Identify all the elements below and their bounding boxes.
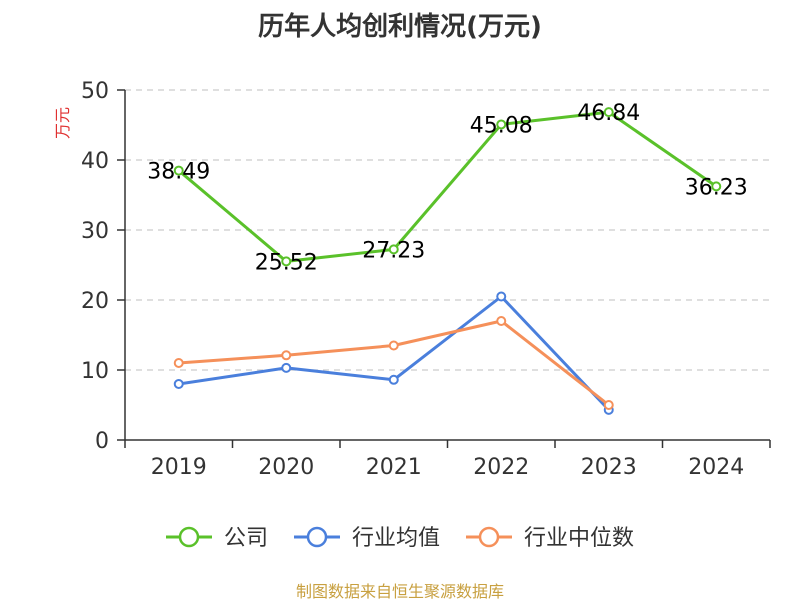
x-tick-label: 2019 <box>151 455 207 480</box>
x-tick-label: 2022 <box>473 455 529 480</box>
series-line-0 <box>177 110 718 263</box>
data-point <box>388 374 399 385</box>
y-tick-label: 20 <box>81 289 109 314</box>
data-label: 36.23 <box>685 175 748 200</box>
data-point <box>173 379 184 389</box>
data-point <box>496 119 507 130</box>
data-point <box>388 340 399 351</box>
chart-title: 历年人均创利情况(万元) <box>258 12 542 42</box>
legend-swatch-marker <box>306 526 328 548</box>
legend-label: 公司 <box>224 526 268 551</box>
data-point <box>388 244 399 255</box>
series-line-2 <box>178 319 610 407</box>
y-tick-label: 10 <box>81 359 109 384</box>
data-point <box>603 400 614 410</box>
data-label: 38.49 <box>147 160 210 185</box>
data-point <box>281 350 292 361</box>
data-point <box>496 316 507 326</box>
data-point <box>711 181 722 192</box>
y-axis-title: 万元 <box>53 107 72 139</box>
data-point <box>173 165 184 176</box>
data-point <box>281 256 292 267</box>
data-point <box>173 358 184 368</box>
x-tick-label: 2021 <box>366 455 422 480</box>
y-tick-label: 40 <box>81 149 109 174</box>
legend-label: 行业中位数 <box>524 526 634 551</box>
data-point <box>281 362 292 373</box>
data-label: 27.23 <box>362 238 425 263</box>
legend-swatch-marker <box>178 526 200 548</box>
data-label: 46.84 <box>577 101 640 126</box>
x-tick-label: 2024 <box>688 455 744 480</box>
data-label: 45.08 <box>470 113 533 138</box>
source-footer: 制图数据来自恒生聚源数据库 <box>295 582 504 600</box>
y-tick-label: 0 <box>95 429 109 454</box>
legend-label: 行业均值 <box>352 526 440 551</box>
x-tick-label: 2023 <box>581 455 637 480</box>
y-tick-label: 50 <box>81 79 109 104</box>
legend-swatch-marker <box>478 526 500 548</box>
y-tick-label: 30 <box>81 219 109 244</box>
data-label: 25.52 <box>255 250 318 275</box>
data-point <box>496 291 507 302</box>
data-point <box>603 107 614 118</box>
x-tick-label: 2020 <box>258 455 314 480</box>
